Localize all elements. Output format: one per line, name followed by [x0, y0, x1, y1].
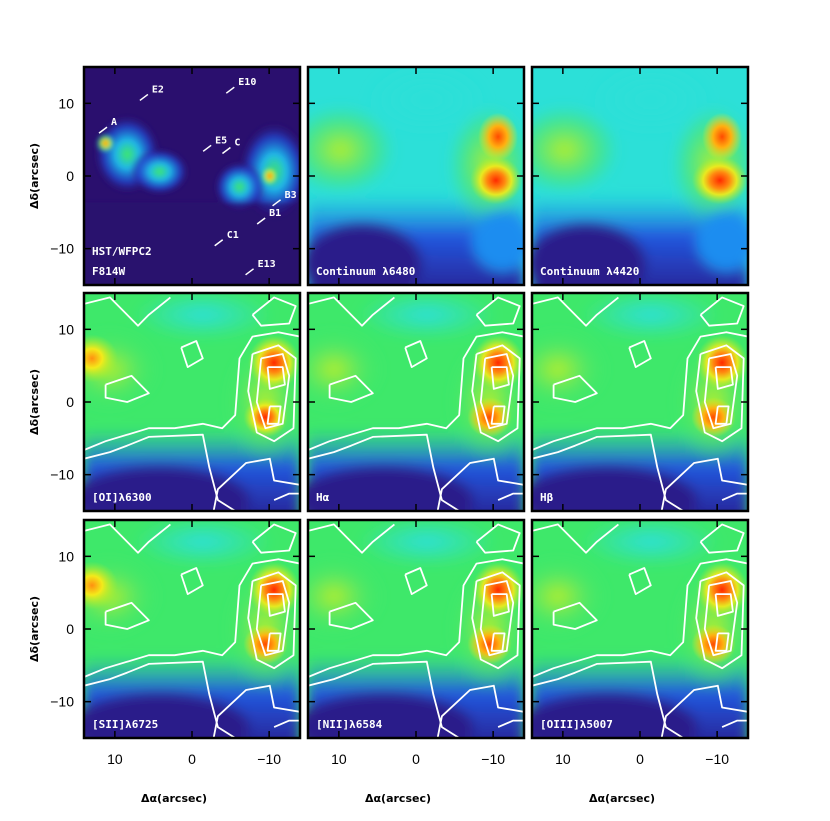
panel-7: [84, 520, 300, 738]
panel-2: [308, 67, 524, 285]
source-label-e5: E5: [215, 135, 227, 146]
source-arrow-a: [98, 126, 108, 134]
x-tick-label: 10: [107, 751, 123, 767]
y-axis-label: Δδ(arcsec): [28, 143, 41, 209]
x-tick-label: −10: [481, 751, 505, 767]
source-label-c1: C1: [227, 230, 239, 241]
y-axis-label: Δδ(arcsec): [28, 369, 41, 435]
panel-4: [84, 293, 300, 511]
panels-grid: E2 A E10 E5 C B3 B1 C1 E13 HST/WFPC2 F814W Continuu…: [84, 67, 748, 738]
x-tick-label: −10: [705, 751, 729, 767]
source-label-c: C: [234, 137, 240, 148]
source-label-a: A: [111, 117, 117, 128]
panel-label-1: F814W: [92, 265, 125, 278]
source-arrow-e5: [202, 144, 212, 152]
source-label-e2: E2: [152, 84, 164, 95]
source-arrow-e13: [245, 268, 255, 276]
y-tick-label: −10: [50, 467, 74, 483]
y-tick-label: −10: [50, 241, 74, 257]
panel-label-8: [NII]λ6584: [316, 718, 383, 731]
source-arrow-c: [221, 146, 231, 155]
x-tick-label: −10: [257, 751, 281, 767]
source-arrow-e2: [139, 93, 149, 102]
x-tick-label: 0: [412, 751, 420, 767]
x-tick-label: 0: [188, 751, 196, 767]
panel-label-9: [OIII]λ5007: [540, 718, 613, 731]
panel-8: [308, 520, 524, 738]
source-label-e13: E13: [258, 259, 276, 270]
panel-3: [532, 67, 748, 285]
panel-9: [532, 520, 748, 738]
panel-6: [532, 293, 748, 511]
y-tick-label: 10: [58, 548, 74, 564]
x-axis-label: Δα(arcsec): [365, 792, 431, 805]
panel-label-5: Hα: [316, 491, 330, 504]
source-label-e10: E10: [238, 77, 256, 88]
panel-1: E2 A E10 E5 C B3 B1 C1 E13: [84, 67, 300, 285]
panel-label-6: Hβ: [540, 491, 554, 504]
y-tick-label: 0: [66, 168, 74, 184]
x-tick-label: 10: [331, 751, 347, 767]
panel-label-4: [OI]λ6300: [92, 491, 152, 504]
x-tick-label: 10: [555, 751, 571, 767]
y-tick-label: 10: [58, 321, 74, 337]
source-label-b1: B1: [269, 208, 281, 219]
x-tick-label: 0: [636, 751, 644, 767]
y-tick-label: 0: [66, 394, 74, 410]
x-axis-label: Δα(arcsec): [589, 792, 655, 805]
source-arrow-b1: [256, 217, 266, 225]
panel-label-2: Continuum λ6480: [316, 265, 415, 278]
y-tick-label: 0: [66, 621, 74, 637]
panel-label-3: Continuum λ4420: [540, 265, 639, 278]
y-tick-label: 10: [58, 95, 74, 111]
panel-label-7: [SII]λ6725: [92, 718, 158, 731]
x-axis-label: Δα(arcsec): [141, 792, 207, 805]
axes: 10 0 −10 Δδ(arcsec) 10 0 −10 Δδ(arcsec) 10 0 −10 Δδ…: [28, 65, 750, 805]
source-arrow-b3: [272, 199, 282, 207]
y-tick-label: −10: [50, 694, 74, 710]
source-arrow-e10: [225, 86, 235, 94]
y-axis-label: Δδ(arcsec): [28, 596, 41, 662]
source-arrow-c1: [214, 239, 224, 247]
panel-5: [308, 293, 524, 511]
source-label-b3: B3: [285, 190, 297, 201]
panel-label-1: HST/WFPC2: [92, 245, 152, 258]
